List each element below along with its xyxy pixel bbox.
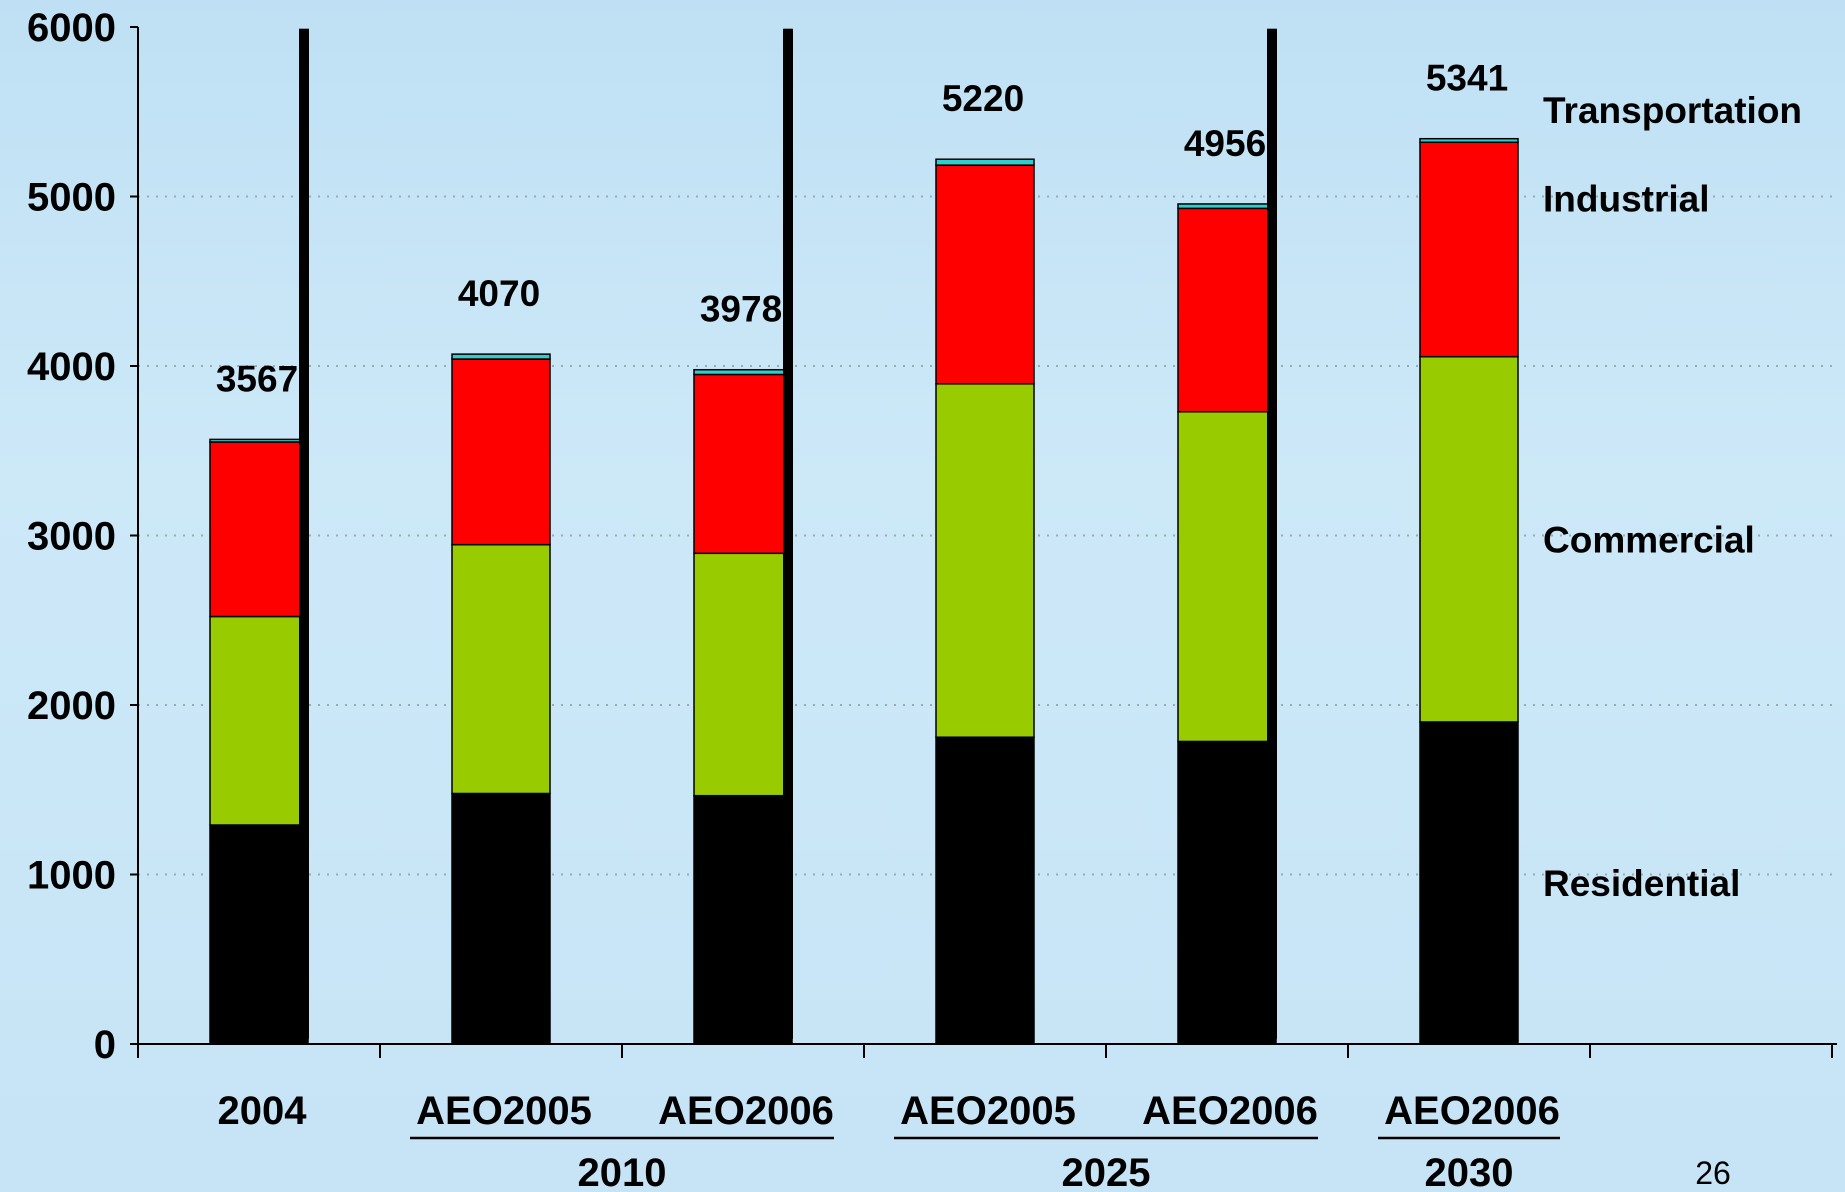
y-tick-label: 1000 bbox=[27, 854, 116, 898]
bar-segment-industrial bbox=[451, 358, 551, 546]
total-label: 4956 bbox=[1184, 123, 1266, 164]
bar-segment-industrial bbox=[209, 441, 309, 618]
group-divider bbox=[783, 28, 793, 1039]
legend: Residential Commercial Industrial Transport… bbox=[1543, 90, 1802, 904]
total-label: 3978 bbox=[700, 289, 782, 330]
group-divider bbox=[1267, 28, 1277, 1039]
legend-label-transportation: Transportation bbox=[1543, 90, 1802, 131]
group-divider bbox=[299, 28, 309, 1039]
bars bbox=[209, 137, 1519, 1045]
bar-segment-commercial bbox=[1177, 411, 1277, 743]
group-dividers bbox=[299, 28, 1277, 1039]
category-label: AEO2005 bbox=[900, 1089, 1076, 1133]
category-label: AEO2006 bbox=[1384, 1089, 1560, 1133]
group-labels: 2010 2025 2030 bbox=[410, 1136, 1560, 1192]
bar-segment-commercial bbox=[935, 383, 1035, 738]
y-tick-label: 2000 bbox=[27, 684, 116, 728]
bar-segment-commercial bbox=[451, 543, 551, 795]
bar-segment-transportation bbox=[1177, 203, 1277, 210]
bar-segment-transportation bbox=[451, 353, 551, 360]
bar-segment-transportation bbox=[209, 438, 309, 443]
category-label: 2004 bbox=[218, 1089, 308, 1133]
total-label: 5220 bbox=[942, 78, 1024, 119]
total-label: 4070 bbox=[458, 273, 540, 314]
bar-segment-commercial bbox=[1419, 355, 1519, 723]
bar-segment-residential bbox=[1177, 740, 1277, 1045]
bar-segment-residential bbox=[209, 824, 309, 1045]
bar-segment-commercial bbox=[693, 552, 793, 797]
bar-segment-transportation bbox=[1419, 137, 1519, 144]
y-tick-label: 0 bbox=[94, 1023, 116, 1067]
y-tick-label: 3000 bbox=[27, 515, 116, 559]
total-label: 3567 bbox=[216, 358, 298, 399]
category-label: AEO2006 bbox=[658, 1089, 834, 1133]
y-tick-label: 5000 bbox=[27, 176, 116, 220]
group-label: 2010 bbox=[578, 1151, 667, 1192]
bar-segment-residential bbox=[1419, 721, 1519, 1045]
bar-segment-residential bbox=[935, 736, 1035, 1045]
bar-segment-transportation bbox=[693, 368, 793, 376]
group-label: 2025 bbox=[1062, 1151, 1151, 1192]
legend-label-commercial: Commercial bbox=[1543, 519, 1755, 560]
total-label: 5341 bbox=[1426, 58, 1508, 99]
bar-segment-industrial bbox=[1419, 141, 1519, 358]
bar-segment-residential bbox=[451, 792, 551, 1045]
category-label: AEO2006 bbox=[1142, 1089, 1318, 1133]
bar-segment-industrial bbox=[693, 373, 793, 555]
category-labels: 2004 AEO2005 AEO2006 AEO2005 AEO2006 AEO2006 bbox=[218, 1089, 1560, 1133]
bar-segment-residential bbox=[693, 794, 793, 1045]
legend-label-residential: Residential bbox=[1543, 863, 1740, 904]
category-label: AEO2005 bbox=[416, 1089, 592, 1133]
y-tick-labels: 0 1000 2000 3000 4000 5000 6000 bbox=[27, 6, 138, 1067]
page-number: 26 bbox=[1695, 1155, 1731, 1191]
bar-segment-commercial bbox=[209, 615, 309, 826]
x-tick-marks bbox=[137, 1044, 1833, 1058]
legend-label-industrial: Industrial bbox=[1543, 179, 1710, 220]
y-tick-label: 6000 bbox=[27, 6, 116, 50]
y-tick-label: 4000 bbox=[27, 345, 116, 389]
bar-segment-industrial bbox=[1177, 207, 1277, 413]
total-labels: 3567 4070 3978 5220 4956 5341 bbox=[216, 58, 1508, 400]
bar-segment-transportation bbox=[935, 158, 1035, 166]
bar-segment-industrial bbox=[935, 164, 1035, 385]
group-label: 2030 bbox=[1425, 1151, 1514, 1192]
